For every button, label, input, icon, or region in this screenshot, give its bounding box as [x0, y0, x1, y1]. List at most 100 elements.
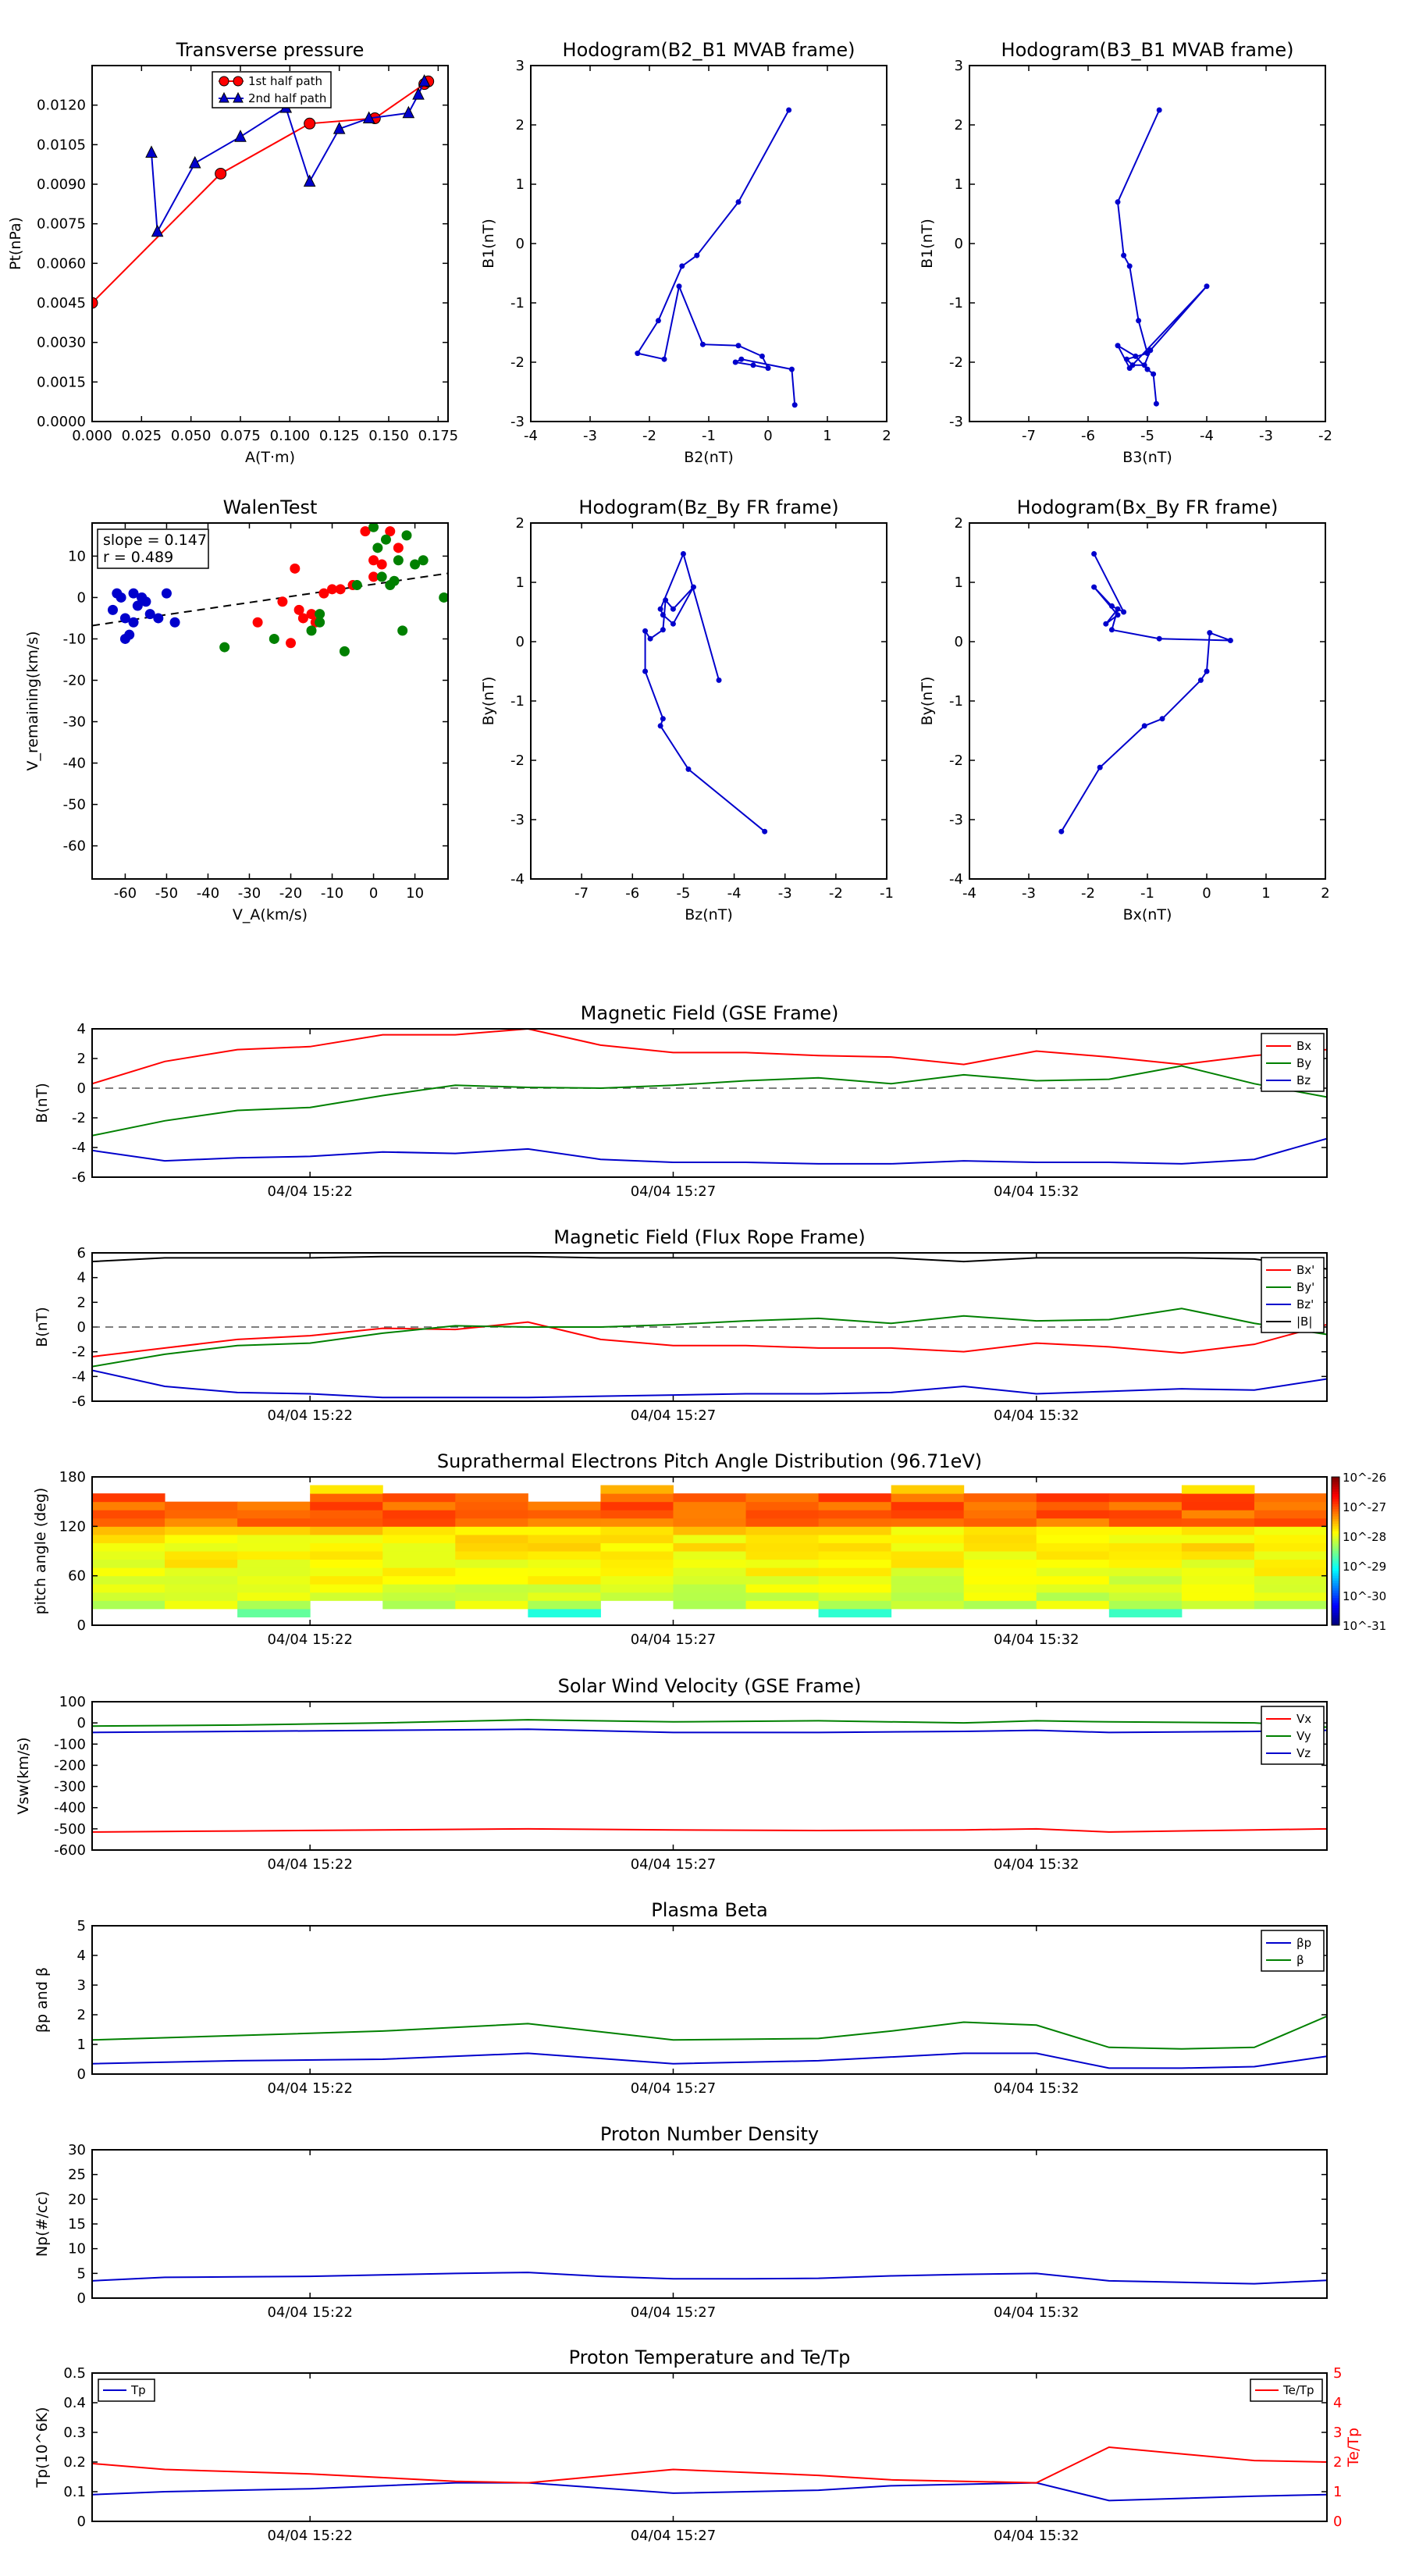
- heatmap-cell: [1108, 1493, 1183, 1503]
- x-tick-label: -3: [778, 885, 792, 902]
- y-axis-label: pitch angle (deg): [32, 1488, 49, 1615]
- heatmap-cell: [528, 1600, 601, 1610]
- heatmap-cell: [455, 1510, 528, 1519]
- y-tick-label: 1: [516, 575, 525, 591]
- hodogram-path-point: [1136, 318, 1142, 324]
- colorbar-segment: [1332, 1607, 1339, 1611]
- y-tick-label: 0: [77, 1617, 86, 1634]
- y-tick-label: 120: [59, 1518, 86, 1535]
- legend-marker: [233, 76, 244, 87]
- x-tick-label: -6: [625, 885, 639, 902]
- hodogram-path-point: [1197, 677, 1204, 683]
- heatmap-cell: [528, 1517, 601, 1527]
- heatmap-cell: [237, 1608, 311, 1617]
- heatmap-cell: [1181, 1567, 1255, 1577]
- colorbar-segment: [1332, 1501, 1339, 1505]
- scatter-point: [401, 530, 412, 541]
- series-|B|: [92, 1255, 1327, 1270]
- heatmap-cell: [745, 1534, 820, 1543]
- hodogram-path-point: [1108, 603, 1115, 609]
- heatmap-cell: [92, 1534, 165, 1543]
- legend: 1st half path 2nd half path: [212, 71, 332, 109]
- heatmap-cell: [1108, 1567, 1183, 1577]
- heatmap-cell: [1108, 1575, 1183, 1585]
- y-tick-label: -4: [72, 1368, 86, 1385]
- x-tick-label: -4: [962, 885, 976, 902]
- chart-h1: Hodogram(B2_B1 MVAB frame)-4 -3 -2 -1 0 1 2-3-…: [480, 39, 891, 466]
- heatmap-cell: [1254, 1551, 1327, 1560]
- axes-frame: [969, 65, 1326, 422]
- hodogram-path-point: [1103, 621, 1109, 627]
- colorbar-segment: [1332, 1592, 1339, 1596]
- hodogram-path-point: [657, 606, 663, 612]
- hodogram-path-point: [1126, 365, 1133, 372]
- scatter-point: [410, 559, 421, 570]
- heatmap-cell: [1036, 1501, 1110, 1510]
- y-tick-label: 30: [68, 2142, 86, 2158]
- heatmap-cell: [310, 1592, 383, 1601]
- y-tick-label: 0.3: [63, 2425, 86, 2441]
- colorbar-segment: [1332, 1563, 1339, 1567]
- colorbar-label: 10^-27: [1343, 1500, 1386, 1514]
- hodogram-path-point: [660, 627, 666, 633]
- heatmap-cell: [237, 1510, 311, 1519]
- y-tick-label: -2: [72, 1344, 86, 1361]
- hodogram-path-point: [1151, 371, 1157, 377]
- x-tick-label: 04/04 15:22: [267, 2304, 352, 2321]
- colorbar-segment: [1332, 1541, 1339, 1544]
- series-1st-half-point: [215, 167, 227, 180]
- colorbar-segment: [1332, 1605, 1339, 1609]
- chart-title: Hodogram(B2_B1 MVAB frame): [563, 39, 855, 61]
- chart-walen-test: WalenTest -60 -50 -40 -30 -20 -10 0 10 -60 -50 -40 -…: [24, 496, 449, 923]
- heatmap-cell: [1108, 1501, 1183, 1510]
- colorbar-segment: [1332, 1479, 1339, 1482]
- y-right-tick-label: 1: [1333, 2484, 1342, 2500]
- series-2nd-half-point: [303, 174, 316, 187]
- y-tick-label: 0: [77, 1319, 86, 1336]
- series-line: [92, 2272, 1327, 2285]
- scatter-point: [397, 625, 408, 636]
- heatmap-cell: [382, 1559, 456, 1568]
- heatmap-cell: [673, 1526, 747, 1535]
- heatmap-cell: [310, 1584, 383, 1593]
- y-tick-label: 4: [77, 1270, 86, 1286]
- axes-frame: [530, 65, 887, 422]
- scatter-point: [393, 555, 404, 566]
- heatmap-cell: [1108, 1534, 1183, 1543]
- heatmap-cell: [455, 1600, 528, 1610]
- heatmap-cell: [1181, 1485, 1255, 1494]
- y-tick-label: 0.0045: [37, 295, 86, 311]
- hodogram-path-point: [679, 263, 685, 269]
- y-axis-label: Np(#/cc): [34, 2191, 51, 2257]
- heatmap-cell: [1181, 1534, 1255, 1543]
- heatmap-cell: [745, 1501, 820, 1510]
- legend-label: Bz: [1297, 1073, 1311, 1087]
- heatmap-cell: [92, 1526, 165, 1535]
- heatmap-cell: [1181, 1542, 1255, 1552]
- chart-np: Proton Number Density 04/04 15:22 04/04 15…: [34, 2123, 1328, 2321]
- y-tick-label: 25: [68, 2167, 86, 2183]
- heatmap-cell: [1036, 1534, 1110, 1543]
- hodogram-path-point: [1141, 362, 1147, 368]
- y-right-tick-label: 2: [1333, 2454, 1342, 2471]
- colorbar-segment: [1332, 1511, 1339, 1514]
- x-tick-label: -3: [1022, 885, 1036, 902]
- x-tick-label: -2: [829, 885, 843, 902]
- hodogram-path-point: [1121, 252, 1127, 258]
- hodogram-path-point: [738, 356, 745, 362]
- y-tick-label: -60: [63, 838, 86, 855]
- heatmap-cell: [818, 1551, 892, 1560]
- scatter-point: [315, 609, 325, 620]
- y-tick-label: -3: [949, 414, 963, 430]
- x-tick-label: -2: [1318, 428, 1332, 444]
- axes-frame: [530, 522, 887, 880]
- series-βp: [92, 2052, 1327, 2069]
- y-tick-label: -400: [54, 1800, 86, 1816]
- x-tick-label: 04/04 15:32: [994, 1856, 1079, 1873]
- y-tick-label: 0.0120: [37, 98, 86, 114]
- heatmap-cell: [1108, 1592, 1183, 1601]
- scatter-point: [335, 584, 346, 595]
- y-axis-label: B1(nT): [919, 219, 936, 269]
- y-tick-label: -1: [510, 295, 525, 311]
- x-tick-label: 0.150: [368, 428, 409, 444]
